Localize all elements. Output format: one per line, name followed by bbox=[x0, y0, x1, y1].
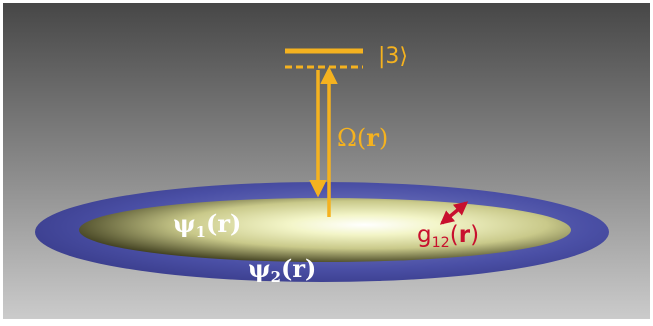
psi1-label: ψ1(r) bbox=[173, 212, 241, 240]
psi2-close: ) bbox=[304, 254, 317, 283]
inner-cloud-psi1 bbox=[79, 198, 571, 262]
omega-label: Ω(r) bbox=[337, 123, 389, 152]
psi2-arg: r bbox=[292, 254, 305, 283]
psi1-open: ( bbox=[205, 209, 218, 238]
g12-symbol: g bbox=[417, 222, 432, 248]
psi1-symbol: ψ bbox=[173, 209, 196, 238]
g12-arg: r bbox=[458, 222, 471, 248]
omega-symbol: Ω( bbox=[337, 124, 367, 152]
g12-subscript: 12 bbox=[431, 234, 450, 251]
psi2-open: ( bbox=[280, 254, 293, 283]
level-3-label: |3⟩ bbox=[378, 44, 408, 69]
g12-close: ) bbox=[470, 222, 480, 248]
interaction-double-arrow bbox=[439, 201, 469, 225]
psi2-symbol: ψ bbox=[248, 254, 271, 283]
psi2-subscript: 2 bbox=[270, 268, 281, 287]
psi1-subscript: 1 bbox=[195, 223, 206, 242]
psi1-close: ) bbox=[229, 209, 242, 238]
omega-arg: r bbox=[366, 123, 379, 152]
psi1-arg: r bbox=[217, 209, 230, 238]
psi2-label: ψ2(r) bbox=[248, 257, 316, 285]
omega-close: ) bbox=[378, 124, 389, 152]
g12-open: ( bbox=[449, 222, 459, 248]
g12-label: g12(r) bbox=[417, 222, 480, 251]
